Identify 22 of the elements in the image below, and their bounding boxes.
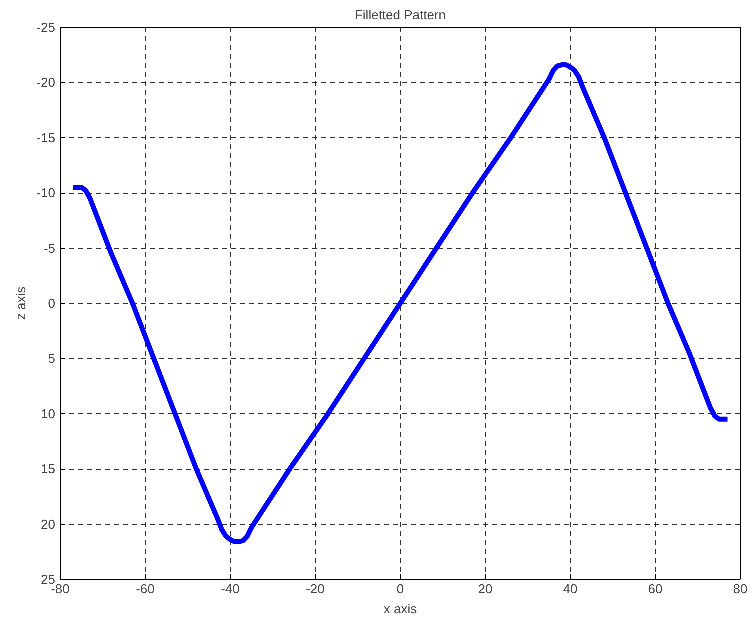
y-tick-label: -25 [36, 20, 56, 35]
y-tick-label: 20 [41, 516, 56, 532]
y-tick-label: -5 [44, 240, 56, 256]
y-tick-label: 5 [48, 351, 56, 366]
x-axis-title: x axis [384, 602, 418, 616]
y-tick-label: -20 [36, 75, 56, 90]
x-tick-label: -60 [136, 582, 155, 596]
y-tick-label: -15 [36, 130, 56, 146]
x-tick-label: 60 [648, 582, 663, 596]
y-tick-label: 10 [41, 406, 56, 422]
x-tick-label: 0 [396, 582, 404, 596]
x-tick-label: -20 [306, 582, 325, 596]
x-tick-label: 80 [733, 582, 748, 596]
y-tick-label: 25 [41, 572, 56, 587]
y-tick-label: 0 [48, 296, 56, 311]
x-tick-label: 20 [478, 582, 493, 596]
x-tick-label: -40 [221, 582, 240, 596]
chart-title: Filletted Pattern [354, 8, 446, 22]
y-axis-title: z axis [14, 286, 29, 320]
x-tick-label: 40 [563, 582, 578, 596]
y-tick-label: 15 [41, 462, 56, 477]
y-tick-label: -10 [36, 186, 56, 201]
